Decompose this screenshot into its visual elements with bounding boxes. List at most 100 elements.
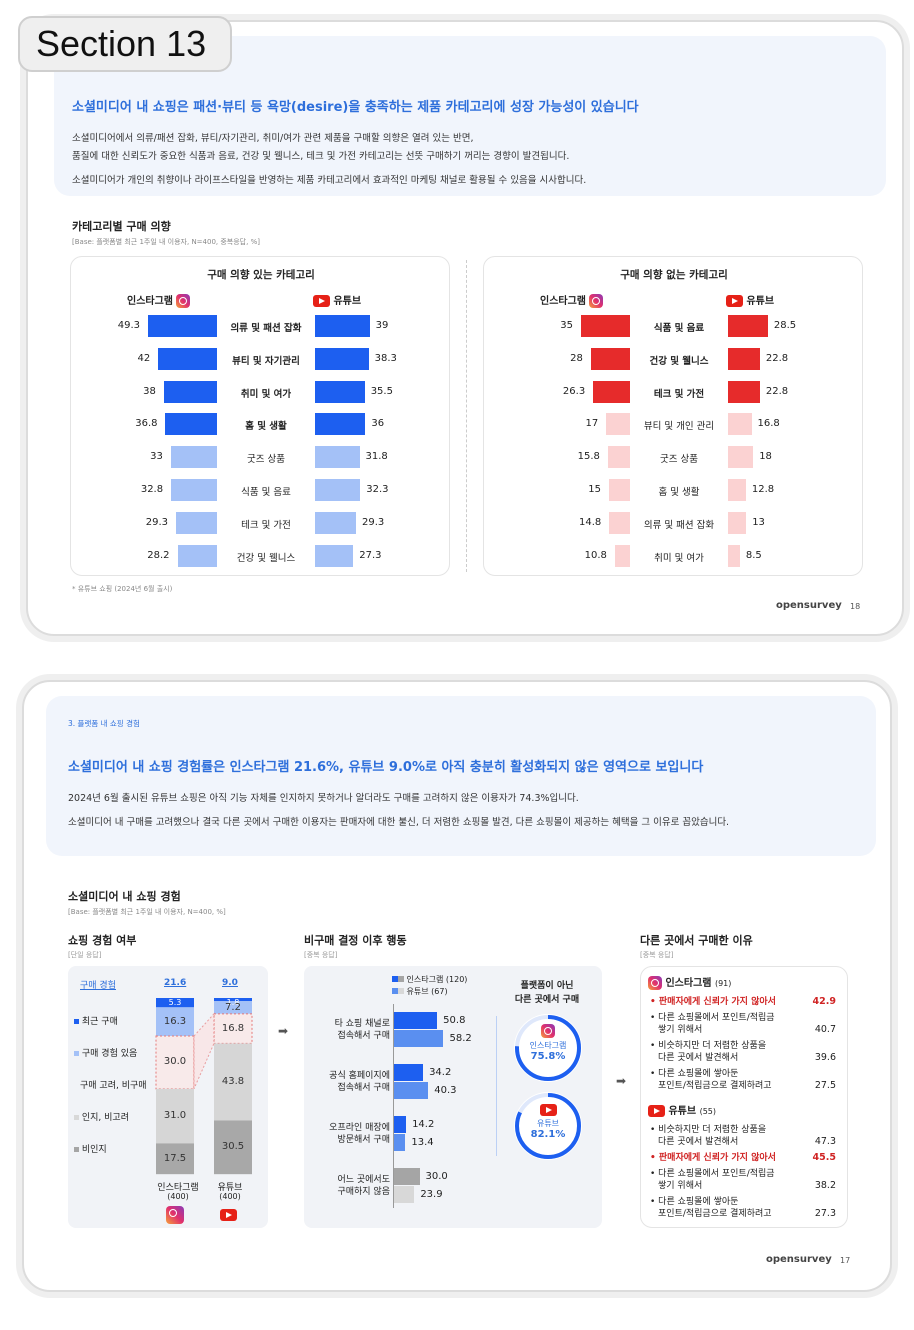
bar-instagram [175, 511, 217, 534]
legend-item: 비인지 [74, 1142, 107, 1155]
value-youtube: 16.8 [757, 418, 780, 430]
divider [466, 260, 467, 572]
bar-youtube [315, 544, 354, 567]
bar-instagram [177, 544, 217, 567]
bar-youtube [315, 347, 369, 370]
bar-youtube [728, 511, 747, 534]
category-label: 식품 및 음료 [241, 487, 291, 498]
stack-segment [214, 1043, 252, 1121]
category-label: 식품 및 음료 [653, 323, 705, 334]
category-label: 굿즈 상품 [660, 454, 698, 466]
no-intent-panel: 구매 의향 없는 카테고리 인스타그램 유튜브 35 식품 및 음료 28.5 28 건… [483, 256, 863, 576]
body-text: 품질에 대한 신뢰도가 중요한 식품과 음료, 건강 및 웰니스, 테크 및 가… [72, 151, 570, 162]
stack-segment [214, 1120, 252, 1175]
bar-instagram [606, 413, 630, 436]
segment-value: 30.5 [221, 1141, 245, 1153]
bar-instagram [171, 479, 217, 501]
category-label: 건강 및 웰니스 [649, 355, 709, 367]
reason-text: 쌓기 위해서 [658, 1025, 703, 1035]
headline: 소셜미디어 내 쇼핑 경험률은 인스타그램 21.6%, 유튜브 9.0%로 아… [68, 760, 704, 775]
action-label: 공식 홈페이지에 [329, 1071, 390, 1081]
body-text: 소셜미디어 내 구매를 고려했으나 결국 다른 곳에서 구매한 이용자는 판매자… [68, 817, 730, 828]
value-youtube: 18 [759, 451, 772, 463]
circle-value: 75.8% [530, 1051, 566, 1062]
brand-logo: opensurvey [766, 1254, 832, 1265]
reason-text: • 비슷하지만 더 저렴한 상품을 [650, 1125, 767, 1135]
category-label: 뷰티 및 자기관리 [232, 355, 300, 367]
bar-instagram [163, 380, 217, 403]
action-label: 접속해서 구매 [337, 1031, 390, 1041]
value-youtube: 8.5 [745, 549, 762, 561]
category-label: 홈 및 생활 [658, 487, 700, 498]
segment-value: 16.3 [163, 1015, 187, 1027]
circle-value: 82.1% [530, 1129, 566, 1140]
value-youtube: 38.3 [374, 352, 397, 364]
youtube-icon [539, 1104, 557, 1116]
youtube-icon [726, 295, 743, 307]
value-youtube: 13.4 [411, 1137, 434, 1148]
legend-youtube: 유튜브 (67) [392, 986, 448, 997]
bar-youtube [728, 446, 754, 469]
axis-line [393, 1004, 394, 1208]
category-label: 테크 및 가전 [653, 388, 705, 400]
circle-label: 인스타그램 [529, 1041, 567, 1050]
brand-logo: opensurvey [776, 600, 842, 611]
category-label: 굿즈 상품 [247, 454, 285, 466]
subsection-title: 쇼핑 경험 여부 [68, 934, 137, 947]
base-note: [Base: 플랫폼별 최근 1주일 내 이용자, N=400, %] [68, 908, 226, 916]
reason-value: 45.5 [812, 1152, 836, 1163]
breadcrumb: 3. 플랫폼 내 쇼핑 경험 [68, 719, 140, 728]
ig-column-n: (400) [167, 1192, 189, 1201]
bar-youtube [728, 479, 746, 501]
value-instagram: 50.8 [443, 1015, 466, 1026]
bar-instagram [147, 315, 217, 337]
subsection-title: 비구매 결정 이후 행동 [304, 934, 407, 947]
panel-title: 구매 의향 있는 카테고리 [207, 269, 315, 281]
value-instagram: 38 [143, 385, 156, 397]
value-instagram: 14.8 [579, 516, 602, 528]
value-instagram: 10.8 [584, 549, 607, 561]
segment-value: 1.8 [226, 998, 240, 1007]
yt-column-n: (400) [219, 1192, 241, 1201]
value-instagram: 32.8 [140, 484, 164, 495]
value-instagram: 30.0 [425, 1171, 448, 1182]
page-number: 18 [850, 602, 861, 611]
category-label: 홈 및 생활 [245, 421, 287, 433]
panel-title: 구매 의향 없는 카테고리 [620, 269, 728, 281]
reason-text: • 비슷하지만 더 저렴한 상품을 [650, 1041, 767, 1051]
bar-instagram [581, 315, 630, 337]
segment-value: 43.8 [221, 1075, 245, 1087]
summary-box [46, 696, 876, 856]
value-youtube: 22.8 [765, 385, 789, 397]
value-youtube: 32.3 [366, 484, 389, 495]
body-text: 소셜미디어에서 의류/패션 잡화, 뷰티/자기관리, 취미/여가 관련 제품을 … [72, 133, 474, 144]
connector [193, 1012, 215, 1090]
value-youtube: 39 [375, 320, 389, 331]
action-label: 타 쇼핑 채널로 [334, 1019, 390, 1029]
bar-youtube [728, 544, 740, 567]
segment-value: 17.5 [163, 1152, 187, 1164]
value-youtube: 12.8 [751, 484, 775, 495]
value-youtube: 58.2 [449, 1033, 472, 1044]
instagram-label: 인스타그램 [540, 292, 604, 308]
reason-text: • 판매자에게 신뢰가 가지 않아서 [650, 997, 776, 1007]
bar-youtube [394, 1186, 415, 1203]
reason-text: 다른 곳에서 발견해서 [658, 1053, 739, 1063]
bar-youtube [728, 347, 760, 370]
legend-item: 구매 고려, 비구매 [80, 1081, 147, 1091]
reason-text: • 다른 쇼핑몰에서 포인트/적립금 [650, 1013, 775, 1023]
value-youtube: 23.9 [420, 1189, 443, 1200]
legend-item: 구매 경험 있음 [74, 1046, 137, 1059]
progress-ring [515, 1015, 581, 1081]
value-instagram: 17 [585, 418, 599, 430]
base-note: [Base: 플랫폼별 최근 1주일 내 이용자, N=400, 중복응답, %… [72, 238, 260, 246]
value-instagram: 28.2 [147, 549, 170, 561]
legend-instagram: 인스타그램 (120) [392, 974, 467, 985]
bar-youtube [394, 1134, 406, 1151]
bar-youtube [394, 1082, 429, 1099]
value-instagram: 29.3 [145, 516, 168, 528]
reason-text: 쌓기 위해서 [658, 1181, 703, 1191]
category-label: 취미 및 여가 [654, 552, 704, 564]
segment-value: 30.0 [163, 1056, 187, 1068]
youtube-label: 유튜브 [726, 292, 774, 307]
